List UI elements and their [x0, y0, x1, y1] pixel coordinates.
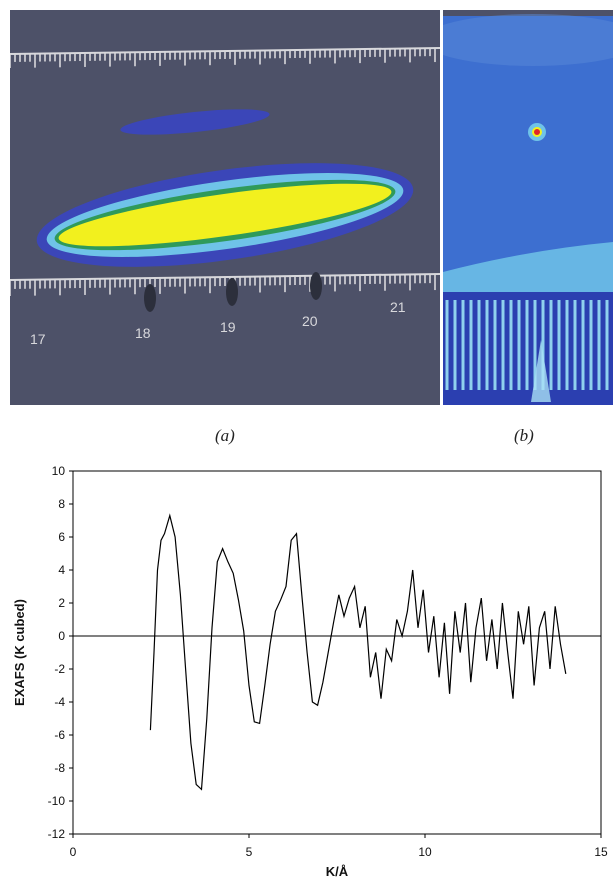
panel-b-ruler-ticks — [445, 300, 609, 390]
y-tick-label: -8 — [54, 761, 65, 775]
caption-b: (b) — [514, 426, 534, 445]
diffraction-image — [423, 10, 613, 405]
y-tick-label: -10 — [48, 794, 66, 808]
y-tick-label: -4 — [54, 695, 65, 709]
x-tick-label: 0 — [70, 845, 77, 859]
axes — [72, 470, 602, 835]
x-tick-label: 5 — [246, 845, 253, 859]
x-axis-ticks: 0 5 10 15 — [70, 834, 608, 859]
y-tick-label: -12 — [48, 827, 66, 841]
series-group — [149, 513, 567, 791]
ruler-label-17: 17 — [30, 331, 46, 347]
ruler-top-ticks — [9, 48, 436, 68]
ruler-markers — [144, 272, 322, 312]
y-tick-label: -2 — [54, 662, 65, 676]
x-axis-title: K/Å — [326, 864, 349, 879]
y-axis-title: EXAFS (K cubed) — [12, 599, 27, 706]
y-tick-label: 10 — [52, 464, 66, 478]
plot-frame — [72, 470, 602, 835]
ruler-label-21: 21 — [390, 299, 406, 315]
exafs-chart: 10 8 6 4 2 0 -2 -4 -6 -8 -10 -12 0 5 10 15 EXAFS (K cu… — [12, 464, 608, 879]
ruler-label-20: 20 — [302, 313, 318, 329]
series-line — [149, 513, 567, 791]
crystal-heatmap-image: 17 18 19 20 21 — [9, 10, 441, 405]
y-tick-label: 0 — [58, 629, 65, 643]
ruler-label-19: 19 — [220, 319, 236, 335]
caption-a: (a) — [215, 426, 235, 445]
y-tick-label: 2 — [58, 596, 65, 610]
x-tick-label: 15 — [594, 845, 608, 859]
y-tick-label: -6 — [54, 728, 65, 742]
y-tick-label: 6 — [58, 530, 65, 544]
crystal-heat-blob — [36, 163, 414, 267]
ruler-label-18: 18 — [135, 325, 151, 341]
panel-b-image — [423, 10, 613, 405]
panel-a-image: 17 18 19 20 21 — [9, 10, 441, 405]
y-axis-ticks: 10 8 6 4 2 0 -2 -4 -6 -8 -10 -12 — [48, 464, 73, 841]
y-tick-label: 8 — [58, 497, 65, 511]
x-tick-label: 10 — [418, 845, 432, 859]
y-tick-label: 4 — [58, 563, 65, 577]
